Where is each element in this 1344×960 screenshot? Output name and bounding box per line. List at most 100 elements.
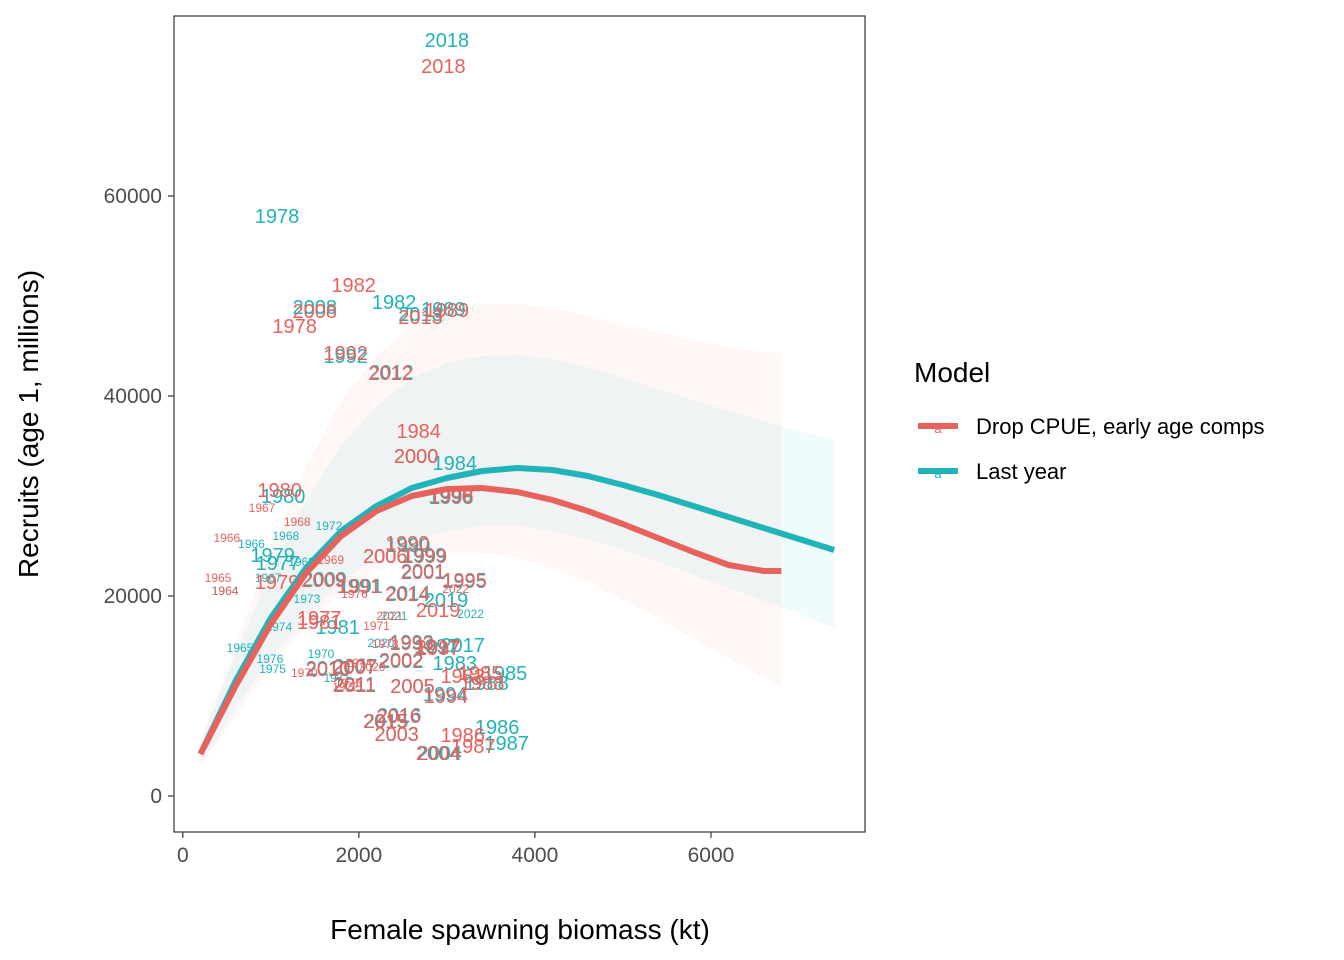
fitted-curves (197, 465, 836, 756)
year-label-point: 2018 (425, 30, 470, 52)
legend-item: a Drop CPUE, early age comps (918, 414, 1265, 439)
year-label-point: 2007 (333, 656, 378, 678)
year-label-point: 1977 (256, 553, 301, 575)
year-label-point: 2010 (306, 659, 351, 681)
year-label-point: 1991 (337, 576, 382, 598)
legend-key-glyph: a (934, 421, 942, 436)
year-label-point: 1988 (464, 673, 509, 695)
curve-series-0 (197, 485, 782, 756)
year-label-point: 1999 (403, 546, 448, 568)
year-label-point: 2009 (302, 569, 347, 591)
year-label-point: 1965 (227, 641, 254, 655)
y-tick-label: 40000 (104, 385, 162, 408)
year-label-point: 2000 (394, 446, 439, 468)
year-label-point: 1992 (323, 346, 368, 368)
year-label-point: 1978 (272, 316, 317, 338)
year-label-point: 2022 (457, 607, 484, 621)
year-label-point: 1980 (257, 480, 302, 502)
curve-series-1 (197, 465, 836, 756)
year-label-point: 2021 (376, 609, 403, 623)
year-label-point: 2012 (369, 362, 414, 384)
year-label-point: 2014 (386, 583, 431, 605)
year-label-point: 2018 (421, 56, 466, 78)
year-label-point: 2009 (301, 570, 346, 592)
x-axis-title: Female spawning biomass (kt) (330, 914, 710, 945)
year-label-point: 1990 (386, 535, 431, 557)
year-label-point: 2014 (385, 584, 430, 606)
ribbon-series-1 (200, 355, 835, 764)
year-label-point: 2020 (359, 660, 386, 674)
year-label-point: 1999 (402, 545, 447, 567)
year-label-point: 1995 (442, 571, 487, 593)
year-label-point: 1966 (238, 537, 265, 551)
year-label-point: 2003 (374, 724, 419, 746)
year-label-point: 2006 (363, 546, 408, 568)
year-label-point: 2007 (332, 657, 377, 679)
legend-title: Model (914, 357, 990, 388)
year-label-point: 2011 (333, 675, 376, 697)
legend-label: Last year (976, 459, 1067, 484)
y-tick-label: 60000 (104, 185, 162, 208)
ribbon-series-0 (200, 304, 782, 766)
y-axis-title: Recruits (age 1, millions) (13, 270, 44, 578)
year-label-point: 1967 (255, 571, 282, 585)
y-tick-label: 20000 (104, 585, 162, 608)
year-label-point: 2017 (416, 637, 461, 659)
year-label-point: 2020 (368, 636, 395, 650)
year-label-point: 2008 (293, 297, 338, 319)
y-tick-label: 0 (150, 785, 162, 808)
year-label-point: 1994 (424, 686, 469, 708)
year-label-point: 1982 (372, 292, 417, 314)
x-axis: 0 2000 4000 6000 (177, 832, 734, 867)
year-label-point: 2022 (442, 582, 469, 596)
year-label-point: 1981 (315, 617, 360, 639)
year-label-point: 1978 (255, 206, 300, 228)
year-label-point: 1964 (212, 584, 239, 598)
year-label-point: 1997 (416, 638, 461, 660)
year-label-point: 2019 (416, 600, 461, 622)
year-label-point: 2016 (377, 705, 422, 727)
year-label-point: 1972 (316, 519, 343, 533)
year-label-point: 1990 (385, 533, 430, 555)
year-label-point: 2012 (368, 363, 413, 385)
year-label-point: 1976 (257, 652, 284, 666)
year-label-point: 1987 (484, 733, 529, 755)
year-label-point: 2010 (306, 658, 351, 680)
year-label-point: 2006 (363, 546, 408, 568)
year-label-point: 2002 (379, 651, 424, 673)
year-labels: 1964196519661967196819691970197119721973… (205, 30, 529, 765)
year-label-point: 1991 (338, 576, 383, 598)
x-tick-label: 0 (177, 844, 189, 867)
plot-panel (174, 16, 865, 832)
x-tick-label: 6000 (688, 844, 735, 867)
year-label-point: 2013 (398, 304, 443, 326)
legend-key-glyph: a (934, 466, 942, 481)
year-label-point: 1988 (460, 673, 505, 695)
year-label-point: 1970 (291, 666, 318, 680)
year-label-point: 1965 (205, 571, 232, 585)
year-label-point: 1974 (346, 656, 373, 670)
year-label-point: 1986 (475, 717, 520, 739)
year-label-point: 1993 (389, 633, 434, 655)
year-label-point: 1971 (363, 619, 390, 633)
legend-item: a Last year (918, 459, 1067, 484)
legend: Model a Drop CPUE, early age comps a Last y… (914, 357, 1265, 484)
year-label-point: 2013 (398, 307, 443, 329)
year-label-point: 1984 (396, 421, 441, 443)
year-label-point: 2005 (390, 676, 435, 698)
year-label-point: 1994 (423, 684, 468, 706)
year-label-point: 1985 (458, 663, 503, 685)
year-label-point: 2016 (376, 706, 421, 728)
confidence-ribbons (200, 304, 835, 766)
year-label-point: 1975 (335, 676, 362, 690)
year-label-point: 1964 (212, 584, 239, 598)
year-label-point: 1980 (261, 486, 306, 508)
year-label-point: 2017 (440, 635, 485, 657)
year-label-point: 2015 (364, 711, 409, 733)
year-label-point: 1985 (483, 663, 528, 685)
year-label-point: 1967 (249, 501, 276, 515)
year-label-point: 1973 (372, 637, 399, 651)
year-label-point: 1987 (451, 736, 496, 758)
year-label-point: 1982 (331, 275, 376, 297)
year-label-point: 1972 (332, 680, 359, 694)
